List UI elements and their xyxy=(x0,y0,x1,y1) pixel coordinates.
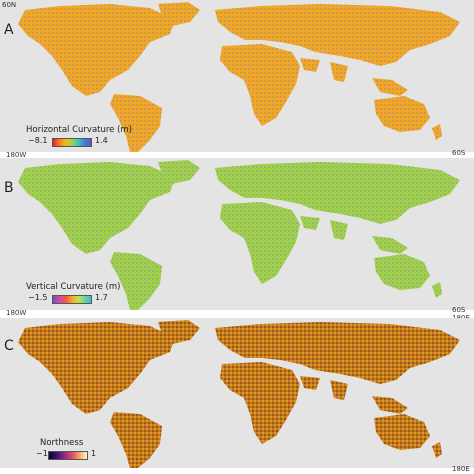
panel-b: B Vertical Curvature (m) −1.5 1.7 xyxy=(0,158,474,314)
lat-label-top: 60N xyxy=(2,1,17,9)
legend-max-b: 1.7 xyxy=(95,293,108,302)
legend-min-a: −8.1 xyxy=(28,136,48,145)
landmasses xyxy=(18,320,460,468)
panel-label-a: A xyxy=(4,22,14,38)
panel-label-c: C xyxy=(4,338,14,354)
legend-min-c: −1 xyxy=(36,449,48,458)
map-northness xyxy=(0,318,474,468)
lat-label-bottom-b: 60S xyxy=(452,306,466,314)
lon-label-left-b: 180W xyxy=(6,309,27,317)
colorbar-b xyxy=(52,295,92,304)
lon-label-left-a: 180W xyxy=(6,151,27,159)
landmasses xyxy=(18,160,460,310)
legend-title-a: Horizontal Curvature (m) xyxy=(26,125,133,135)
legend-max-a: 1.4 xyxy=(95,136,108,145)
legend-title-c: Northness xyxy=(40,438,84,448)
map-vertical-curvature xyxy=(0,158,474,310)
legend-min-b: −1.5 xyxy=(28,293,48,302)
lat-label-bottom-a: 60S xyxy=(452,149,466,157)
panel-label-b: B xyxy=(4,180,14,196)
legend-max-c: 1 xyxy=(91,449,97,458)
map-horizontal-curvature xyxy=(0,0,474,152)
lon-label-right-c: 180E xyxy=(452,465,470,473)
landmasses xyxy=(18,2,460,152)
legend-title-b: Vertical Curvature (m) xyxy=(26,282,121,292)
panel-a: 60N A Horizontal Curvature (m) −8.1 1.4 xyxy=(0,0,474,156)
panel-c: C Northness −1 1 xyxy=(0,318,474,474)
colorbar-a xyxy=(52,138,92,147)
colorbar-c xyxy=(48,451,88,460)
